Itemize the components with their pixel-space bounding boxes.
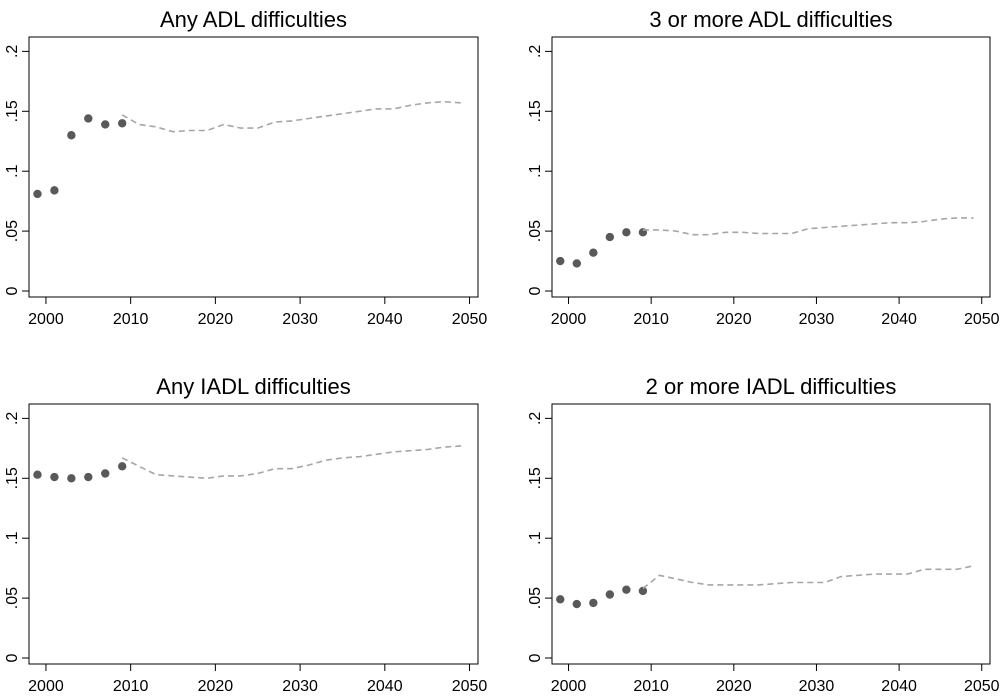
y-tick-label: 0 — [527, 286, 544, 295]
observed-point — [638, 586, 648, 596]
chart-title: 3 or more ADL difficulties — [649, 7, 892, 32]
x-tick-label: 2030 — [799, 311, 835, 328]
y-tick-label: .2 — [527, 412, 544, 425]
observed-point — [556, 256, 565, 266]
plot-frame — [28, 36, 479, 298]
observed-point — [50, 472, 59, 482]
chart-panel-2: 3 or more ADL difficulties 2000 2010 2020 20… — [527, 7, 1000, 328]
y-tick-label: .1 — [527, 531, 544, 544]
y-tick-label: 0 — [4, 286, 21, 295]
y-tick-label: .1 — [4, 164, 21, 177]
x-tick-label: 2010 — [633, 311, 669, 328]
x-tick-label: 2010 — [113, 678, 149, 695]
observed-point — [101, 120, 110, 129]
observed-point — [605, 590, 615, 599]
y-tick-label: .2 — [4, 45, 21, 58]
x-tick-label: 2000 — [551, 311, 587, 328]
x-tick-label: 2040 — [881, 311, 917, 328]
chart-panel-3: Any IADL difficulties 2000 2010 2020 2030 204… — [4, 374, 487, 695]
chart-panel-1: Any ADL difficulties 2000 2010 2020 2030 2040… — [4, 7, 487, 328]
chart-title: 2 or more IADL difficulties — [646, 374, 897, 399]
observed-point — [605, 232, 615, 242]
observed-point — [556, 595, 565, 604]
x-tick-label: 2050 — [452, 678, 488, 695]
projection-line — [121, 445, 462, 480]
y-tick-label: .05 — [4, 220, 21, 242]
observed-point — [67, 474, 76, 483]
projection-line — [121, 100, 462, 133]
x-tick-label: 2010 — [113, 311, 149, 328]
observed-point — [572, 599, 581, 609]
x-tick-label: 2020 — [716, 311, 752, 328]
observed-point — [572, 259, 581, 268]
observed-point — [622, 585, 631, 594]
y-tick-label: .2 — [4, 412, 21, 425]
x-tick-label: 2040 — [367, 678, 403, 695]
y-tick-label: .2 — [527, 45, 544, 58]
observed-point — [589, 248, 598, 257]
y-tick-label: .05 — [527, 220, 544, 242]
x-tick-label: 2030 — [282, 311, 318, 328]
x-tick-label: 2020 — [198, 678, 234, 695]
x-tick-label: 2040 — [367, 311, 403, 328]
observed-point — [33, 470, 42, 479]
x-tick-label: 2050 — [964, 311, 1000, 328]
x-tick-label: 2050 — [452, 311, 488, 328]
x-tick-label: 2040 — [881, 678, 917, 695]
y-tick-label: .05 — [4, 587, 21, 609]
x-tick-label: 2020 — [716, 678, 752, 695]
observed-point — [67, 131, 76, 140]
y-tick-label: 0 — [527, 653, 544, 662]
projection-line — [642, 565, 974, 590]
observed-point — [589, 598, 598, 608]
x-tick-label: 2010 — [633, 678, 669, 695]
y-tick-label: .1 — [527, 164, 544, 177]
y-tick-label: .15 — [4, 100, 21, 122]
x-tick-label: 2030 — [799, 678, 835, 695]
y-tick-label: .15 — [527, 467, 544, 489]
x-tick-label: 2050 — [964, 678, 1000, 695]
observed-point — [117, 462, 127, 471]
chart-panel-4: 2 or more IADL difficulties 2000 2010 2020 2… — [527, 374, 1000, 695]
observed-point — [101, 469, 110, 478]
plot-frame — [28, 403, 479, 665]
plot-frame — [551, 403, 991, 665]
observed-point — [622, 228, 631, 237]
y-tick-label: .15 — [4, 467, 21, 489]
projection-line — [642, 217, 974, 236]
x-tick-label: 2020 — [198, 311, 234, 328]
observed-point — [117, 119, 127, 128]
y-tick-label: .1 — [4, 531, 21, 544]
x-tick-label: 2000 — [28, 311, 64, 328]
y-tick-label: .05 — [527, 587, 544, 609]
x-tick-label: 2000 — [551, 678, 587, 695]
x-tick-label: 2000 — [28, 678, 64, 695]
observed-point — [50, 186, 59, 195]
observed-point — [84, 472, 93, 482]
y-tick-label: 0 — [4, 653, 21, 662]
chart-title: Any ADL difficulties — [160, 7, 347, 32]
observed-point — [84, 114, 93, 123]
x-tick-label: 2030 — [282, 678, 318, 695]
observed-point — [33, 189, 42, 199]
chart-title: Any IADL difficulties — [156, 374, 350, 399]
y-tick-label: .15 — [527, 100, 544, 122]
plot-frame — [551, 36, 991, 298]
